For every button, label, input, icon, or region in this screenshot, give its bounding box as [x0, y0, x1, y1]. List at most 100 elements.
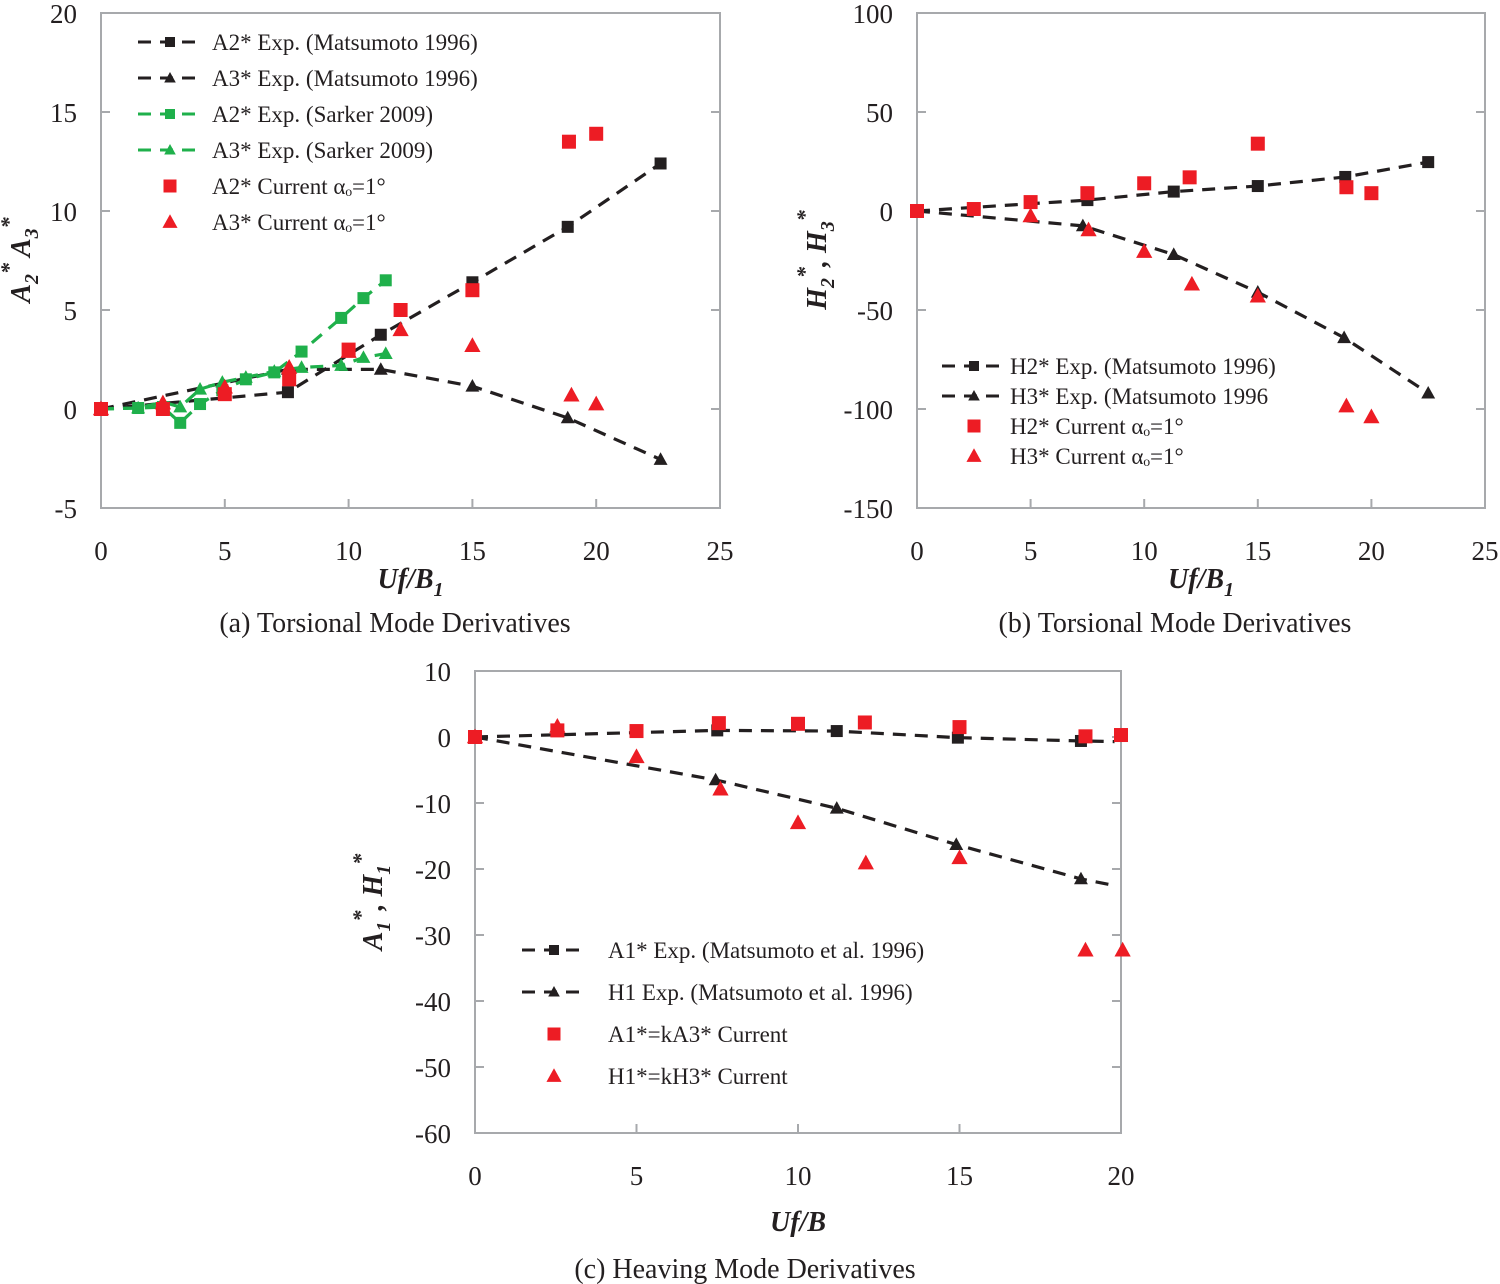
data-point: [829, 801, 844, 814]
data-point: [560, 410, 575, 424]
series-line-1: [100, 367, 662, 461]
x-axis-title: Uf/B: [770, 1207, 826, 1238]
legend-item: H1 Exp. (Matsumoto et al. 1996): [522, 980, 913, 1005]
data-point: [1080, 186, 1095, 201]
legend-marker: [968, 390, 980, 401]
x-tick-label: 25: [1472, 536, 1499, 566]
data-point: [966, 202, 981, 217]
data-point: [392, 321, 409, 337]
data-point: [1182, 170, 1197, 185]
data-point: [1077, 941, 1094, 957]
data-point: [92, 400, 110, 416]
legend-marker: [967, 419, 981, 433]
data-point: [334, 358, 349, 371]
data-point: [1183, 275, 1201, 291]
y-tick-label: 0: [64, 395, 78, 425]
legend-label: H3* Exp. (Matsumoto 1996: [1010, 384, 1268, 409]
data-point: [464, 337, 481, 352]
data-point: [1250, 136, 1265, 151]
data-point: [561, 220, 574, 233]
x-axis-title-main: Uf/B: [770, 1207, 826, 1238]
x-tick-label: 20: [1358, 536, 1385, 566]
x-tick-label: 15: [946, 1161, 973, 1191]
data-point: [708, 772, 723, 786]
legend-label: A3* Current αₒ=1°: [212, 210, 386, 235]
data-point: [373, 362, 388, 375]
plot-frame: [916, 12, 1486, 509]
y-tick-label: 5: [64, 296, 78, 326]
legend: H2* Exp. (Matsumoto 1996) H3* Exp. (Matsu…: [942, 354, 1276, 469]
data-point: [791, 716, 805, 731]
chart-c: -60 -50 -40 -30 -20 -10 0 10 0 5 10 15 20 Uf/B A1*, H1…: [348, 657, 1135, 1284]
y-tick-label: -150: [844, 494, 894, 524]
y-tick-label: -50: [415, 1053, 451, 1083]
series-3-points: [1022, 207, 1380, 424]
y-tick-label: 50: [866, 98, 893, 128]
data-point: [295, 345, 308, 358]
data-point: [1023, 195, 1038, 210]
x-tick-label: 10: [785, 1161, 812, 1191]
data-point: [466, 728, 484, 744]
x-tick-label: 10: [1131, 536, 1158, 566]
x-tick-label: 10: [335, 536, 362, 566]
data-point: [789, 814, 807, 830]
y-tick-label: -20: [415, 855, 451, 885]
y-tick-label: -40: [415, 987, 451, 1017]
y-tick-label: 10: [50, 197, 77, 227]
data-point: [294, 360, 309, 373]
legend-label: H1*=kH3* Current: [608, 1064, 788, 1089]
data-point: [340, 343, 357, 358]
data-point: [379, 274, 392, 287]
legend-item: H3* Current αₒ=1°: [966, 444, 1184, 469]
x-tick-label: 15: [459, 536, 486, 566]
legend-label: A2* Current αₒ=1°: [212, 174, 386, 199]
data-point: [465, 379, 480, 392]
plot-frame: [474, 670, 1122, 1134]
series-line-0: [916, 160, 1429, 213]
y-tick-label: -10: [415, 789, 451, 819]
x-axis-title-main: Uf/B: [1168, 564, 1224, 595]
x-axis-title: Uf/B1: [1168, 564, 1234, 601]
legend-marker: [549, 945, 559, 955]
data-point: [951, 849, 968, 865]
data-point: [357, 292, 370, 305]
data-point: [356, 350, 371, 363]
series-line-1: [474, 735, 1115, 888]
y-tick-label: 20: [50, 0, 77, 29]
legend-item: A3* Exp. (Sarker 2009): [138, 138, 433, 163]
data-point: [563, 386, 580, 402]
data-point: [1166, 247, 1181, 260]
data-point: [712, 780, 729, 796]
y-axis-title: A2* A3*: [0, 216, 43, 304]
data-point: [857, 854, 874, 870]
data-point: [1422, 156, 1435, 169]
x-axis-title: Uf/B1: [378, 564, 444, 601]
legend: A1* Exp. (Matsumoto et al. 1996) H1 Exp. …: [522, 938, 924, 1089]
x-tick-label: 0: [468, 1161, 482, 1191]
x-axis-title-main: Uf/B: [378, 564, 434, 595]
data-point: [173, 399, 188, 413]
x-tick-label: 15: [1244, 536, 1271, 566]
series-4-points: [94, 126, 604, 416]
x-tick-label: 0: [94, 536, 108, 566]
legend-item: A2* Exp. (Matsumoto 1996): [138, 30, 478, 55]
data-point: [588, 395, 605, 411]
legend-marker: [548, 986, 560, 997]
data-point: [949, 837, 964, 850]
legend-marker: [966, 448, 982, 462]
legend-item: A1*=kA3* Current: [547, 1022, 788, 1047]
legend-label: H2* Exp. (Matsumoto 1996): [1010, 354, 1276, 379]
legend-label: H1 Exp. (Matsumoto et al. 1996): [608, 980, 913, 1005]
data-point: [393, 303, 408, 317]
data-point: [653, 452, 668, 465]
data-point: [1137, 176, 1152, 191]
series-3-points: [466, 718, 1131, 957]
chart-caption: (b) Torsional Mode Derivatives: [999, 608, 1352, 639]
data-point: [711, 716, 726, 731]
y-tick-label: -100: [844, 395, 894, 425]
data-point: [1251, 180, 1264, 193]
data-point: [374, 328, 387, 341]
data-point: [193, 382, 207, 395]
x-tick-label: 25: [707, 536, 734, 566]
